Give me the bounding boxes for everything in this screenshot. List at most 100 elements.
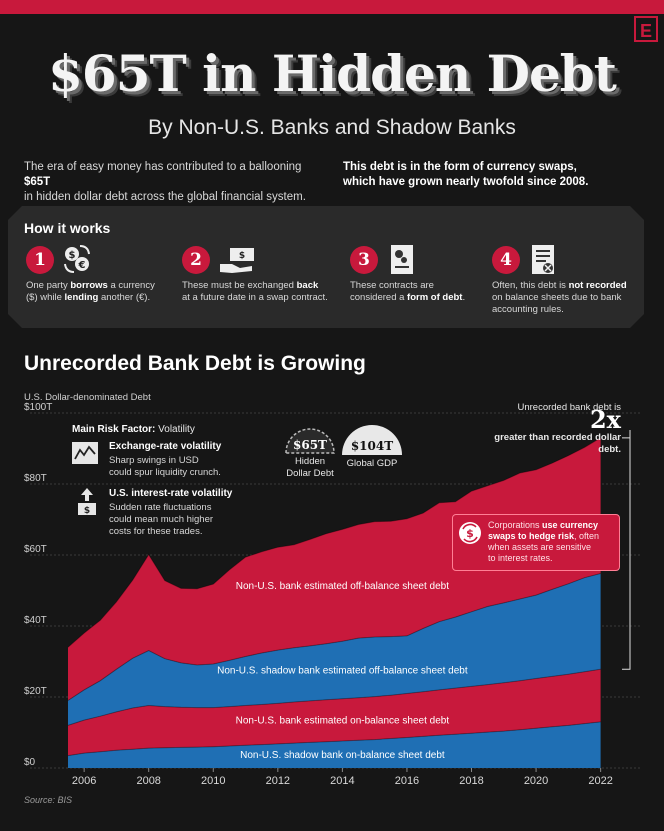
step-number: 2 — [182, 246, 210, 274]
handing-money-icon: $ — [220, 248, 254, 273]
crossed-ledger-icon — [532, 245, 554, 274]
step-text: Often, this debt is — [492, 280, 569, 291]
hedge-text: to interest rates. — [488, 553, 553, 563]
area-series-3 — [68, 573, 601, 726]
global-gdp-label: Global GDP — [346, 458, 398, 469]
step-text: on balance sheets due to bank — [492, 292, 622, 303]
intro-left-emphasis: $65T — [24, 176, 51, 188]
x-tick-label: 2022 — [588, 775, 612, 787]
svg-text:$: $ — [239, 251, 245, 261]
y-tick-label: $0 — [24, 757, 36, 768]
step-text: These must be exchanged — [182, 280, 297, 291]
series-label: Non-U.S. shadow bank on-balance sheet de… — [240, 750, 445, 761]
step-text: a currency — [107, 280, 155, 291]
step-text: ($) while — [26, 292, 65, 303]
volatility-chart-icon — [72, 442, 98, 464]
risk-item-2-text: Sudden rate fluctuations could mean much … — [109, 502, 213, 538]
x-tick-label: 2012 — [266, 775, 290, 787]
step-2-text: These must be exchanged back at a future… — [182, 280, 342, 304]
y-tick-label: $80T — [24, 473, 47, 484]
page-title: $65T in Hidden Debt — [48, 44, 617, 103]
intro-left-text-2: in hidden dollar debt across the global … — [24, 191, 306, 203]
stacked-area-chart: $0 $20T $40T $60T $80T $100T 2006 2008 2010 2012 2… — [24, 402, 640, 787]
series-boundary-line — [67, 573, 601, 701]
step-3-text: These contracts are considered a form of… — [350, 280, 490, 304]
brand-logo: E — [634, 16, 658, 42]
intro-left-text: The era of easy money has contributed to… — [24, 161, 302, 173]
x-tick-label: 2008 — [136, 775, 160, 787]
intro-right-line-1: This debt is in the form of currency swa… — [343, 161, 577, 173]
svg-text:$: $ — [84, 506, 90, 516]
step-text-bold: borrows — [70, 280, 108, 291]
hidden-debt-label-1: Hidden — [294, 456, 326, 467]
risk-item-1-line-1: Sharp swings in USD — [109, 455, 199, 466]
x-tick-label: 2020 — [524, 775, 548, 787]
hidden-debt-label: Hidden Dollar Debt — [278, 456, 342, 480]
step-number: 1 — [26, 246, 54, 274]
hedge-callout-text: Corporations use currency swaps to hedge… — [488, 520, 616, 564]
risk-item-1-text: Sharp swings in USD could spur liquidity … — [109, 455, 221, 479]
x-tick-label: 2018 — [459, 775, 483, 787]
step-text: at a future date in a swap contract. — [182, 292, 328, 303]
risk-item-1-line-2: could spur liquidity crunch. — [109, 467, 221, 478]
series-label: Non-U.S. bank estimated on-balance sheet… — [236, 715, 450, 726]
page-subtitle: By Non-U.S. Banks and Shadow Banks — [148, 116, 516, 139]
risk-heading: Main Risk Factor: Volatility — [72, 424, 195, 435]
risk-item-2-line-3: costs for these trades. — [109, 526, 203, 537]
step-text: . — [462, 292, 466, 303]
twofold-annotation: Unrecorded bank debt is 2x greater than … — [486, 402, 621, 456]
y-axis-label: U.S. Dollar-denominated Debt — [24, 392, 151, 403]
y-tick-label: $20T — [24, 686, 47, 697]
risk-item-2-line-2: could mean much higher — [109, 514, 214, 525]
global-gdp-gauge-icon: $104T — [342, 425, 402, 455]
risk-item-2-line-1: Sudden rate fluctuations — [109, 502, 212, 513]
x-tick-label: 2006 — [72, 775, 96, 787]
step-text: another (€). — [98, 292, 151, 303]
intro-left: The era of easy money has contributed to… — [24, 160, 324, 205]
hedge-swap-icon: $ — [459, 522, 481, 544]
step-4-text: Often, this debt is not recorded on bala… — [492, 280, 642, 316]
hidden-debt-gauge-icon: $65T — [285, 428, 335, 454]
series-label: Non-U.S. bank estimated off-balance shee… — [236, 581, 449, 592]
y-tick-label: $40T — [24, 615, 47, 626]
step-text-bold: not recorded — [568, 280, 627, 291]
step-text: One party — [26, 280, 71, 291]
risk-item-2-title: U.S. interest-rate volatility — [109, 488, 233, 499]
intro-right-line-2: which have grown nearly twofold since 20… — [343, 176, 589, 188]
series-boundary-line — [67, 668, 601, 726]
series-boundary-line — [67, 721, 601, 757]
x-tick-label: 2014 — [330, 775, 354, 787]
step-text-bold: form of debt — [407, 292, 463, 303]
series-boundary-line — [67, 437, 601, 648]
hedge-text-bold: use currency — [542, 520, 599, 530]
step-text: accounting rules. — [492, 304, 564, 315]
twofold-text: Unrecorded bank debt is — [517, 402, 621, 413]
risk-item-1-title: Exchange-rate volatility — [109, 441, 222, 452]
hedge-text-bold: swaps to hedge risk — [488, 531, 575, 541]
hedge-callout — [452, 514, 620, 571]
step-text: These contracts are — [350, 280, 434, 291]
hedge-text: when assets are sensitive — [488, 542, 592, 552]
y-tick-label: $60T — [24, 544, 47, 555]
intro-right: This debt is in the form of currency swa… — [343, 160, 643, 190]
top-accent-bar — [0, 0, 664, 14]
hedge-text: , often — [574, 531, 600, 541]
svg-text:€: € — [78, 260, 86, 271]
y-tick-label: $100T — [24, 402, 52, 413]
svg-text:$: $ — [69, 250, 76, 261]
area-series-2 — [68, 669, 601, 756]
source-note: Source: BIS — [24, 795, 73, 805]
x-tick-label: 2010 — [201, 775, 225, 787]
chart-title: Unrecorded Bank Debt is Growing — [24, 352, 366, 375]
svg-text:$: $ — [466, 527, 474, 540]
step-number: 4 — [492, 246, 520, 274]
area-series-4 — [68, 437, 601, 701]
twofold-bracket — [622, 437, 631, 670]
twofold-big: 2x — [589, 405, 621, 434]
rate-up-icon: $ — [78, 488, 96, 516]
series-label: Non-U.S. shadow bank estimated off-balan… — [217, 666, 468, 677]
x-tick-label: 2016 — [395, 775, 419, 787]
contract-document-icon — [391, 245, 413, 274]
twofold-text-bold: greater than recorded dollar debt. — [494, 432, 621, 455]
risk-heading-rest: Volatility — [155, 424, 195, 435]
